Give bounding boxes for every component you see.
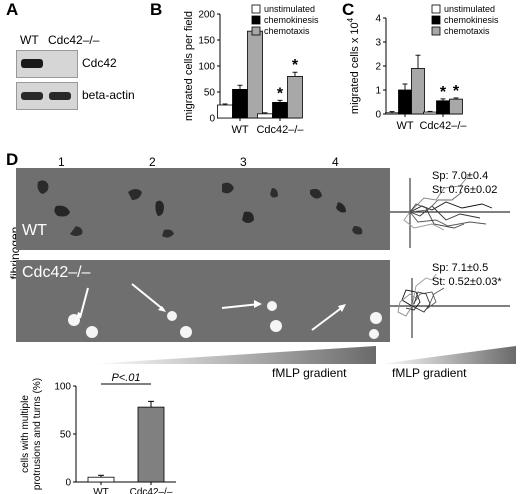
legend-label: unstimulated [444, 4, 495, 14]
x-tick-label: Cdc42–/– [419, 120, 467, 132]
bar-unstimulated [385, 112, 399, 115]
legend-swatch [431, 15, 441, 25]
x-tick-label: Cdc42–/– [256, 124, 304, 136]
y-axis-label: migrated cells per field [183, 11, 195, 121]
legend-label: unstimulated [264, 4, 315, 14]
y-tick-label: 100 [54, 382, 71, 393]
significance-star: * [277, 85, 284, 102]
y-axis-label-line: cells with multiple [20, 395, 31, 473]
y-tick-label: 0 [375, 110, 381, 121]
y-axis-label: migrated cells x 104 [346, 17, 361, 114]
y-tick-label: 0 [65, 478, 71, 489]
y-tick-label: 50 [60, 430, 72, 441]
migration-tracks [390, 173, 510, 338]
bar [87, 476, 115, 483]
bar-chemotaxis [287, 76, 303, 119]
bar [137, 406, 165, 483]
fmlp-gradient-bar [90, 346, 376, 364]
frame-ko-1: Cdc42–/– [16, 260, 114, 342]
y-tick-label: 100 [198, 62, 215, 73]
tracks-gradient-label: fMLP gradient [392, 366, 467, 380]
bar-chemokinesis [436, 100, 450, 115]
wt-straightness-stat: St: 0.76±0.02 [432, 184, 498, 196]
significance-star: * [440, 84, 447, 101]
significance-star: * [453, 83, 460, 100]
x-tick-label: WT [231, 124, 248, 136]
band-label-actin: beta-actin [82, 88, 135, 102]
ko-speed-stat: Sp: 7.1±0.5 [432, 262, 489, 274]
frame-wt-1: WT [16, 168, 114, 250]
panel-letter-a: A [6, 0, 19, 19]
frame-ko-3 [200, 260, 298, 342]
frame-number-2: 2 [149, 155, 156, 169]
blot-strip-cdc42 [16, 50, 78, 78]
x-tick-label: WT [93, 487, 109, 494]
bar-chemokinesis [232, 89, 248, 119]
frame-number-1: 1 [58, 155, 65, 169]
bar-unstimulated [423, 111, 437, 115]
lane-label-wt: WT [20, 33, 39, 47]
bar-chemotaxis [449, 98, 463, 115]
frame-ko-2 [108, 260, 206, 342]
blot-band-cdc42-wt [21, 59, 43, 68]
y-tick-label: 0 [209, 114, 215, 125]
frame-number-3: 3 [240, 155, 247, 169]
y-tick-label: 2 [375, 62, 381, 73]
y-tick-label: 200 [198, 10, 215, 21]
y-tick-label: 150 [198, 36, 215, 47]
y-tick-label: 3 [375, 38, 381, 49]
blot-strip-actin [16, 82, 78, 110]
y-tick-label: 50 [204, 88, 216, 99]
legend-swatch [251, 15, 261, 25]
frame-wt-2 [108, 168, 206, 250]
y-axis-label-line: protrusions and turns (%) [32, 378, 43, 490]
bar-chemokinesis [398, 89, 412, 115]
frame-number-4: 4 [332, 155, 339, 169]
legend-label: chemotaxis [444, 26, 490, 36]
legend-label: chemokinesis [444, 15, 499, 25]
panel-letter-c: C [342, 0, 355, 19]
frame-ko-4 [292, 260, 390, 342]
lane-label-ko: Cdc42–/– [48, 33, 100, 47]
tracks-ko [390, 273, 510, 338]
bar-chemotaxis [247, 30, 263, 119]
wt-speed-stat: Sp: 7.0±0.4 [432, 170, 489, 182]
panel-letter-d: D [6, 150, 19, 169]
bar-unstimulated [217, 104, 233, 119]
frame-wt-4 [292, 168, 390, 250]
blot-band-actin-ko [49, 92, 71, 100]
panel-letter-b: B [150, 0, 163, 19]
chart-d-bottom: 0 50 100 cells with multiple protrusions and… [20, 372, 176, 494]
x-tick-label: WT [396, 120, 413, 132]
p-value-label: P<.01 [111, 372, 140, 384]
tracks-wt [390, 173, 510, 248]
bar-unstimulated [257, 113, 273, 119]
bar-chemotaxis [411, 68, 425, 115]
legend-swatch [251, 26, 261, 36]
x-tick-label: Cdc42–/– [130, 487, 173, 494]
legend-label: chemotaxis [264, 26, 310, 36]
tracks-gradient-bar [380, 346, 516, 364]
legend-label: chemokinesis [264, 15, 319, 25]
y-tick-label: 1 [375, 86, 381, 97]
band-label-cdc42: Cdc42 [82, 56, 117, 70]
y-tick-label: 4 [375, 14, 381, 25]
legend-swatch [431, 4, 441, 14]
legend-swatch [431, 26, 441, 36]
row-label-ko: Cdc42–/– [22, 264, 91, 281]
frame-wt-3 [200, 168, 298, 250]
row-label-wt: WT [22, 222, 47, 239]
significance-star: * [292, 57, 299, 74]
legend-swatch [251, 4, 261, 14]
bar-chemokinesis [272, 102, 288, 119]
y-axis-label-exponent: 4 [346, 17, 355, 22]
fmlp-gradient-label: fMLP gradient [272, 366, 347, 380]
blot-band-actin-wt [21, 92, 43, 100]
ko-straightness-stat: St: 0.52±0.03* [432, 276, 502, 288]
